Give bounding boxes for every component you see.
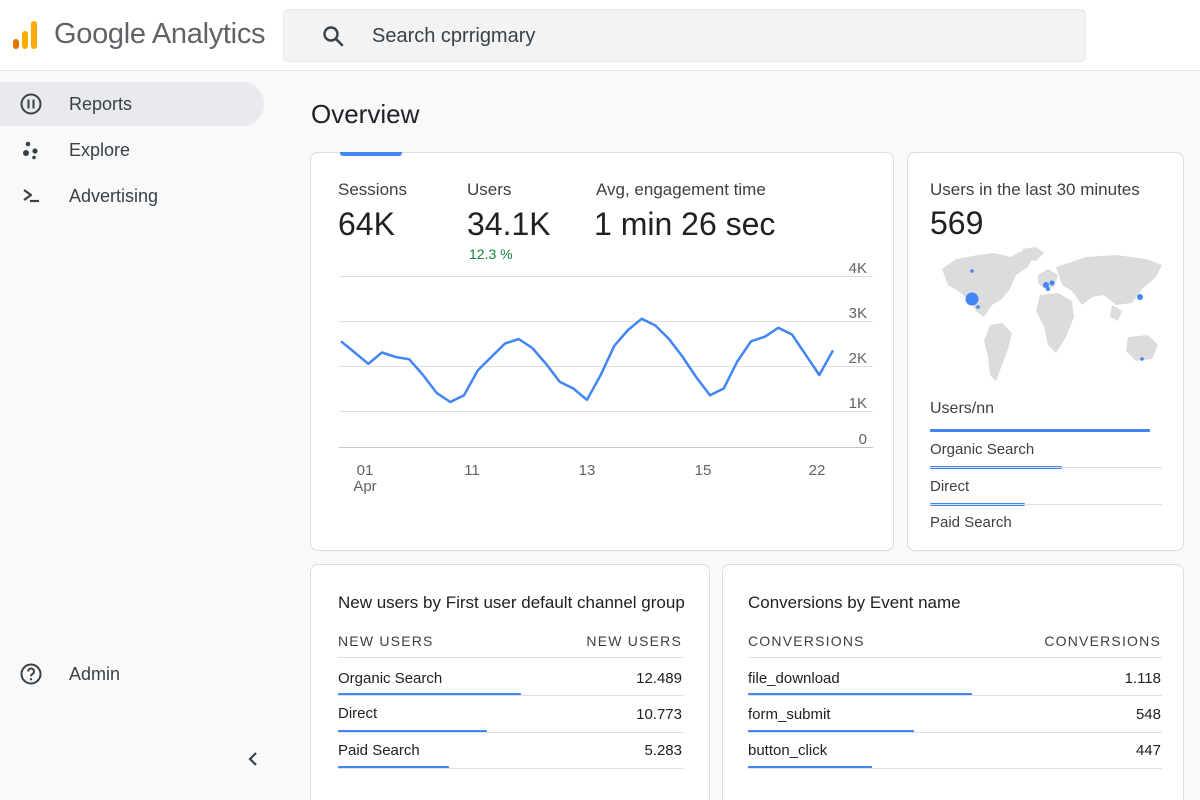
x-tick-label: 11 <box>464 462 480 479</box>
analytics-logo-icon[interactable] <box>13 21 39 49</box>
sidebar-item-label: Advertising <box>69 185 159 206</box>
column-header[interactable]: CONVERSIONS <box>748 633 865 649</box>
metric-value: 64K <box>338 206 395 242</box>
y-tick-label: 2K <box>849 350 867 367</box>
active-tab-indicator <box>340 152 402 156</box>
metric-label: Users <box>467 180 512 199</box>
row-bar <box>338 730 487 733</box>
sidebar-item-admin[interactable]: Admin <box>0 652 264 696</box>
overview-card: Sessions 64K Users 34.1K 12.3 % Avg, eng… <box>310 152 894 551</box>
realtime-row-label: Paid Search <box>930 514 1012 531</box>
series-line <box>340 317 835 404</box>
realtime-head-bar <box>930 429 1150 432</box>
sidebar-item-label: Reports <box>69 93 133 114</box>
divider <box>748 657 1162 658</box>
row-value: 1.118 <box>1124 670 1161 687</box>
chevron-left-icon <box>248 752 257 766</box>
metric-change: 12.3 % <box>469 246 513 262</box>
row-value: 447 <box>1135 742 1161 759</box>
x-tick-label: 15 <box>695 462 712 479</box>
column-header[interactable]: NEW USERS <box>338 633 434 649</box>
brand-name[interactable]: Google Analytics <box>54 18 266 50</box>
world-map <box>942 247 1162 381</box>
card-title: New users by First user default channel … <box>338 593 685 612</box>
row-value: 5.283 <box>644 742 682 759</box>
sidebar-item-reports[interactable]: Reports <box>0 82 264 126</box>
row-bar <box>338 766 449 769</box>
sidebar: Reports Explore Advertising <box>0 71 280 800</box>
divider <box>748 768 1162 769</box>
row-label: form_submit <box>748 706 831 723</box>
row-value: 12.489 <box>636 670 682 687</box>
search-bar[interactable] <box>283 9 1086 62</box>
sidebar-item-label: Admin <box>69 663 121 684</box>
x-tick-label: 22 <box>809 462 826 479</box>
collapse-sidebar-button[interactable] <box>241 747 265 771</box>
y-tick-label: 0 <box>859 431 867 448</box>
realtime-list-head: Users/nn <box>930 400 995 417</box>
help-circle-icon <box>19 662 43 686</box>
row-label: file_download <box>748 670 840 687</box>
row-label: button_click <box>748 742 828 759</box>
realtime-row-label: Organic Search <box>930 441 1035 458</box>
card-title: Conversions by Event name <box>748 593 961 612</box>
x-tick-sublabel: Apr <box>353 478 376 495</box>
metric-label: Sessions <box>338 180 407 199</box>
divider <box>338 732 684 733</box>
x-tick-label: 13 <box>579 462 596 479</box>
metric-value: 34.1K <box>467 206 551 242</box>
row-value: 548 <box>1135 706 1161 723</box>
metric-value: 1 min 26 sec <box>594 206 776 242</box>
divider <box>748 695 1162 696</box>
realtime-card: Users in the last 30 minutes 569 Users/n… <box>907 152 1184 551</box>
sidebar-item-advertising[interactable]: Advertising <box>0 174 264 218</box>
sidebar-item-label: Explore <box>69 139 131 160</box>
divider <box>338 657 684 658</box>
divider <box>930 467 1162 468</box>
row-label: Organic Search <box>338 670 443 687</box>
y-tick-label: 4K <box>849 260 867 277</box>
advertising-icon <box>19 184 43 208</box>
search-icon[interactable] <box>321 24 345 48</box>
y-tick-label: 3K <box>849 305 867 322</box>
row-bar <box>338 693 521 696</box>
divider <box>748 732 1162 733</box>
divider <box>338 695 684 696</box>
column-header[interactable]: CONVERSIONS <box>1044 633 1161 649</box>
y-tick-label: 1K <box>849 395 867 412</box>
page-title: Overview <box>311 99 420 129</box>
app-header: Google Analytics <box>0 0 1200 71</box>
row-bar <box>748 766 872 769</box>
row-label: Paid Search <box>338 742 420 759</box>
divider <box>930 504 1162 505</box>
new-users-card: New users by First user default channel … <box>310 564 710 800</box>
search-input[interactable] <box>372 25 972 48</box>
realtime-value: 569 <box>930 205 984 241</box>
conversions-card: Conversions by Event name CONVERSIONS CO… <box>722 564 1184 800</box>
row-bar <box>748 730 914 733</box>
reports-icon <box>19 92 43 116</box>
explore-icon <box>19 138 43 162</box>
x-tick-label: 01 <box>357 462 374 479</box>
column-header[interactable]: NEW USERS <box>586 633 682 649</box>
row-value: 10.773 <box>636 706 682 723</box>
realtime-title: Users in the last 30 minutes <box>930 180 1140 199</box>
realtime-row-label: Direct <box>930 478 970 495</box>
row-bar <box>748 693 972 696</box>
divider <box>338 768 684 769</box>
metric-label: Avg, engagement time <box>596 180 766 199</box>
row-label: Direct <box>338 705 378 722</box>
sidebar-item-explore[interactable]: Explore <box>0 128 264 172</box>
